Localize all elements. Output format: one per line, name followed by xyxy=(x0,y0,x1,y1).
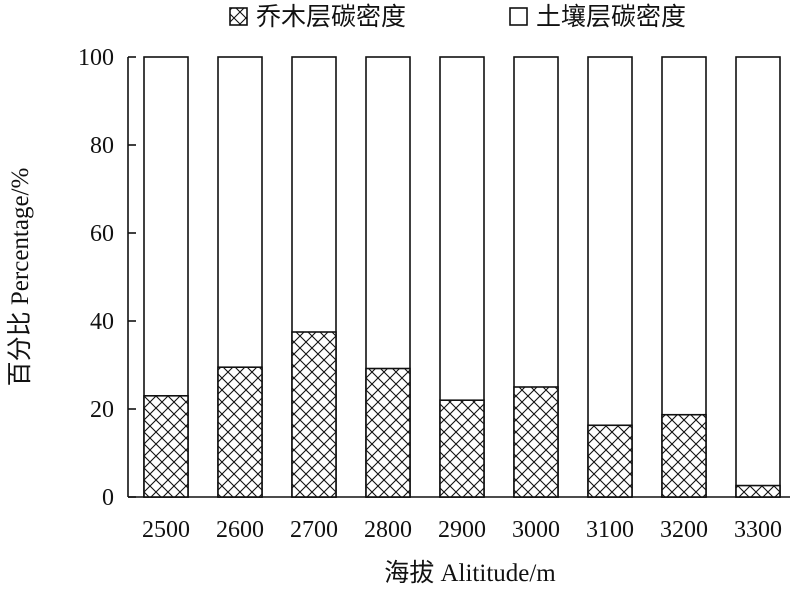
y-tick-label-0: 0 xyxy=(102,485,114,511)
y-axis-ticks: 0 20 40 60 80 100 xyxy=(78,45,136,511)
bar-tree-layer-3100 xyxy=(587,424,633,498)
x-tick-label-2600: 2600 xyxy=(216,517,264,543)
y-tick-label-20: 20 xyxy=(90,397,114,423)
legend-swatch-tree-layer xyxy=(229,7,248,26)
y-tick-label-100: 100 xyxy=(78,45,114,71)
x-tick-label-3300: 3300 xyxy=(734,517,782,543)
x-axis-title: 海拔 Alititude/m xyxy=(384,559,556,587)
bar-tree-layer-2600 xyxy=(217,366,263,498)
x-tick-label-3100: 3100 xyxy=(586,517,634,543)
bars xyxy=(143,56,781,498)
bar-tree-layer-2800 xyxy=(365,367,411,498)
bar-tree-layer-3200 xyxy=(661,413,707,498)
legend-swatch-soil-layer xyxy=(509,7,528,26)
legend-label-tree-layer: 乔木层碳密度 xyxy=(256,3,406,31)
x-tick-label-2500: 2500 xyxy=(142,517,190,543)
bar-soil-layer-3300 xyxy=(735,56,781,498)
y-tick-label-80: 80 xyxy=(90,133,114,159)
x-tick-label-2800: 2800 xyxy=(364,517,412,543)
x-tick-label-2900: 2900 xyxy=(438,517,486,543)
bar-tree-layer-2900 xyxy=(439,399,485,498)
y-tick-label-40: 40 xyxy=(90,309,114,335)
bar-tree-layer-3000 xyxy=(513,386,559,498)
bar-tree-layer-2500 xyxy=(143,394,189,498)
x-axis-labels: 2500 2600 2700 2800 2900 3000 3100 3200 3300 xyxy=(142,517,782,543)
bar-tree-layer-2700 xyxy=(291,331,337,498)
legend-label-soil-layer: 土壤层碳密度 xyxy=(536,3,686,31)
x-tick-label-2700: 2700 xyxy=(290,517,338,543)
y-axis-title: 百分比 Percentage/% xyxy=(6,168,34,387)
bar-tree-layer-3300 xyxy=(735,484,781,498)
y-tick-label-60: 60 xyxy=(90,221,114,247)
legend: 乔木层碳密度 土壤层碳密度 xyxy=(229,3,686,31)
x-tick-label-3200: 3200 xyxy=(660,517,708,543)
bar-soil-layer-3100 xyxy=(587,56,633,498)
x-tick-label-3000: 3000 xyxy=(512,517,560,543)
